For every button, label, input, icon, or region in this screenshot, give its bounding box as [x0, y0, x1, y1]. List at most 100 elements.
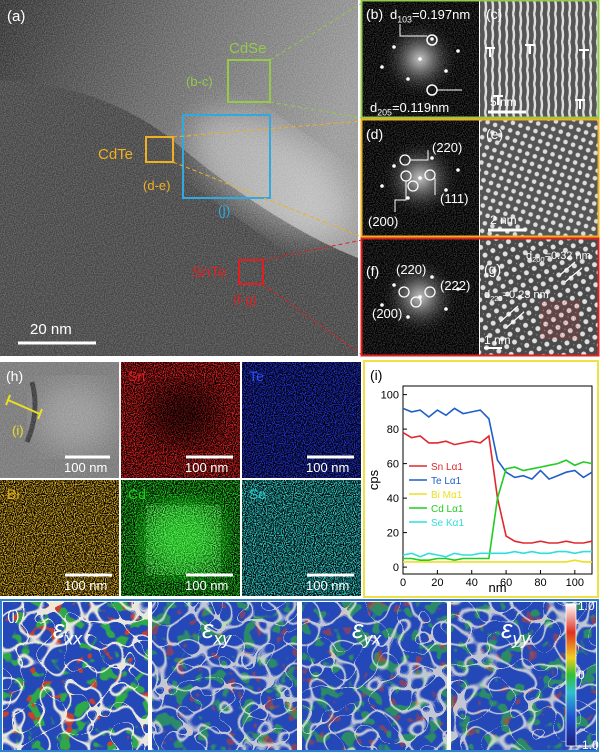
d-spacing: d200=0.32 nm — [526, 250, 591, 264]
region-ref: (b-c) — [186, 74, 213, 89]
fft-spot — [418, 57, 422, 61]
overlay-dots — [540, 300, 580, 340]
plot-area — [402, 385, 593, 575]
region-ref: (j) — [218, 202, 230, 218]
spot-label: (200) — [368, 214, 398, 229]
symbol: d — [526, 250, 532, 262]
legend-label: Bi Mα1 — [431, 490, 463, 501]
y-axis-label: cps — [366, 469, 381, 490]
strain-veins — [3, 602, 148, 750]
row-frame — [360, 237, 600, 357]
scale-label: 1 nm — [484, 333, 511, 347]
y-tick-label: 60 — [387, 459, 399, 471]
series-line — [403, 559, 592, 563]
fft-spot — [380, 303, 384, 307]
x-axis-label: nm — [488, 580, 506, 595]
map-title: Se — [249, 486, 266, 502]
subscript: yx — [362, 629, 382, 649]
spot-label: (111) — [440, 191, 468, 206]
fft-spot — [456, 168, 460, 172]
panel-label: (i) — [370, 367, 382, 383]
fft-spot — [392, 45, 396, 49]
subscript: 103 — [397, 14, 412, 24]
fft-spot — [392, 283, 396, 287]
legend-label: Te Lα1 — [431, 476, 462, 487]
y-tick-label: 20 — [387, 528, 399, 540]
tem-grain — [0, 0, 358, 356]
region-label: CdTe — [98, 146, 133, 163]
connector — [172, 161, 363, 238]
eds-signal — [242, 480, 361, 596]
symbol: ε — [352, 614, 364, 644]
plane-marker — [499, 305, 519, 323]
map-title: Te — [249, 368, 264, 384]
scale-label: 20 nm — [30, 321, 72, 338]
panel-label: (a) — [7, 8, 25, 25]
fft-spot — [444, 188, 448, 192]
fft-spot — [380, 65, 384, 69]
panel-label: (b) — [366, 6, 383, 22]
scale-label: 100 nm — [64, 578, 107, 593]
connector — [269, 101, 363, 119]
panel-label: (f) — [366, 263, 379, 279]
spot-label: (220) — [396, 262, 426, 277]
scale-label: 5 nm — [490, 95, 517, 109]
strain-symbol: εyx — [352, 614, 382, 649]
row-frame — [360, 0, 600, 119]
subscript: xx — [63, 629, 83, 649]
leader — [394, 181, 407, 212]
strain-veins — [302, 602, 447, 750]
connector — [262, 283, 363, 356]
colorbar-label: 0 — [578, 668, 585, 682]
fft-spot — [456, 287, 460, 291]
region-box — [182, 114, 271, 199]
region-box — [145, 136, 174, 163]
legend-label: Sn Lα1 — [431, 462, 463, 473]
scale-label: 100 nm — [64, 460, 107, 475]
region-ref: (d-e) — [143, 178, 170, 193]
fft-spot — [456, 49, 460, 53]
spot-label: (220) — [432, 140, 462, 155]
y-tick-label: 80 — [387, 424, 399, 436]
map-title: Sn — [128, 368, 145, 384]
scale-label: 2 nm — [490, 213, 517, 227]
region-ref: (f-g) — [233, 292, 257, 307]
symbol: d — [484, 289, 490, 301]
fft-spot — [406, 77, 410, 81]
plane-marker — [505, 311, 525, 329]
x-tick-label: 0 — [400, 577, 406, 589]
colorbar — [565, 603, 577, 747]
colorbar-label: 1.0 — [578, 599, 595, 613]
eds-signal — [0, 480, 119, 596]
dislocation — [579, 49, 589, 59]
x-tick-label: 40 — [466, 577, 478, 589]
series-line — [403, 459, 593, 562]
fft-spot — [430, 275, 434, 279]
x-tick-label: 100 — [566, 577, 584, 589]
legend-label: Cd Lα1 — [431, 504, 464, 515]
scale-label: 100 nm — [185, 460, 228, 475]
panel-label: (h) — [6, 368, 23, 384]
x-tick-label: 20 — [431, 577, 443, 589]
leader — [399, 24, 427, 37]
value-text: =0.197nm — [412, 7, 470, 22]
plane-marker — [559, 261, 576, 276]
spot-marker — [407, 180, 419, 192]
spot-label: (222) — [440, 278, 470, 293]
leader — [410, 150, 429, 161]
dislocation — [575, 99, 585, 109]
fft-spot — [444, 69, 448, 73]
spot-marker — [424, 169, 436, 181]
dislocation — [525, 44, 535, 54]
line-scan — [5, 394, 43, 420]
spot-marker — [410, 296, 422, 308]
scale-label: 100 nm — [306, 578, 349, 593]
symbol: ε — [202, 614, 214, 644]
fft-spot — [392, 164, 396, 168]
subscript: yy — [511, 629, 531, 649]
eds-signal — [242, 362, 361, 478]
subscript: 200 — [532, 255, 544, 264]
colorbar-label: -1.0 — [578, 738, 599, 752]
symbol: ε — [53, 614, 65, 644]
